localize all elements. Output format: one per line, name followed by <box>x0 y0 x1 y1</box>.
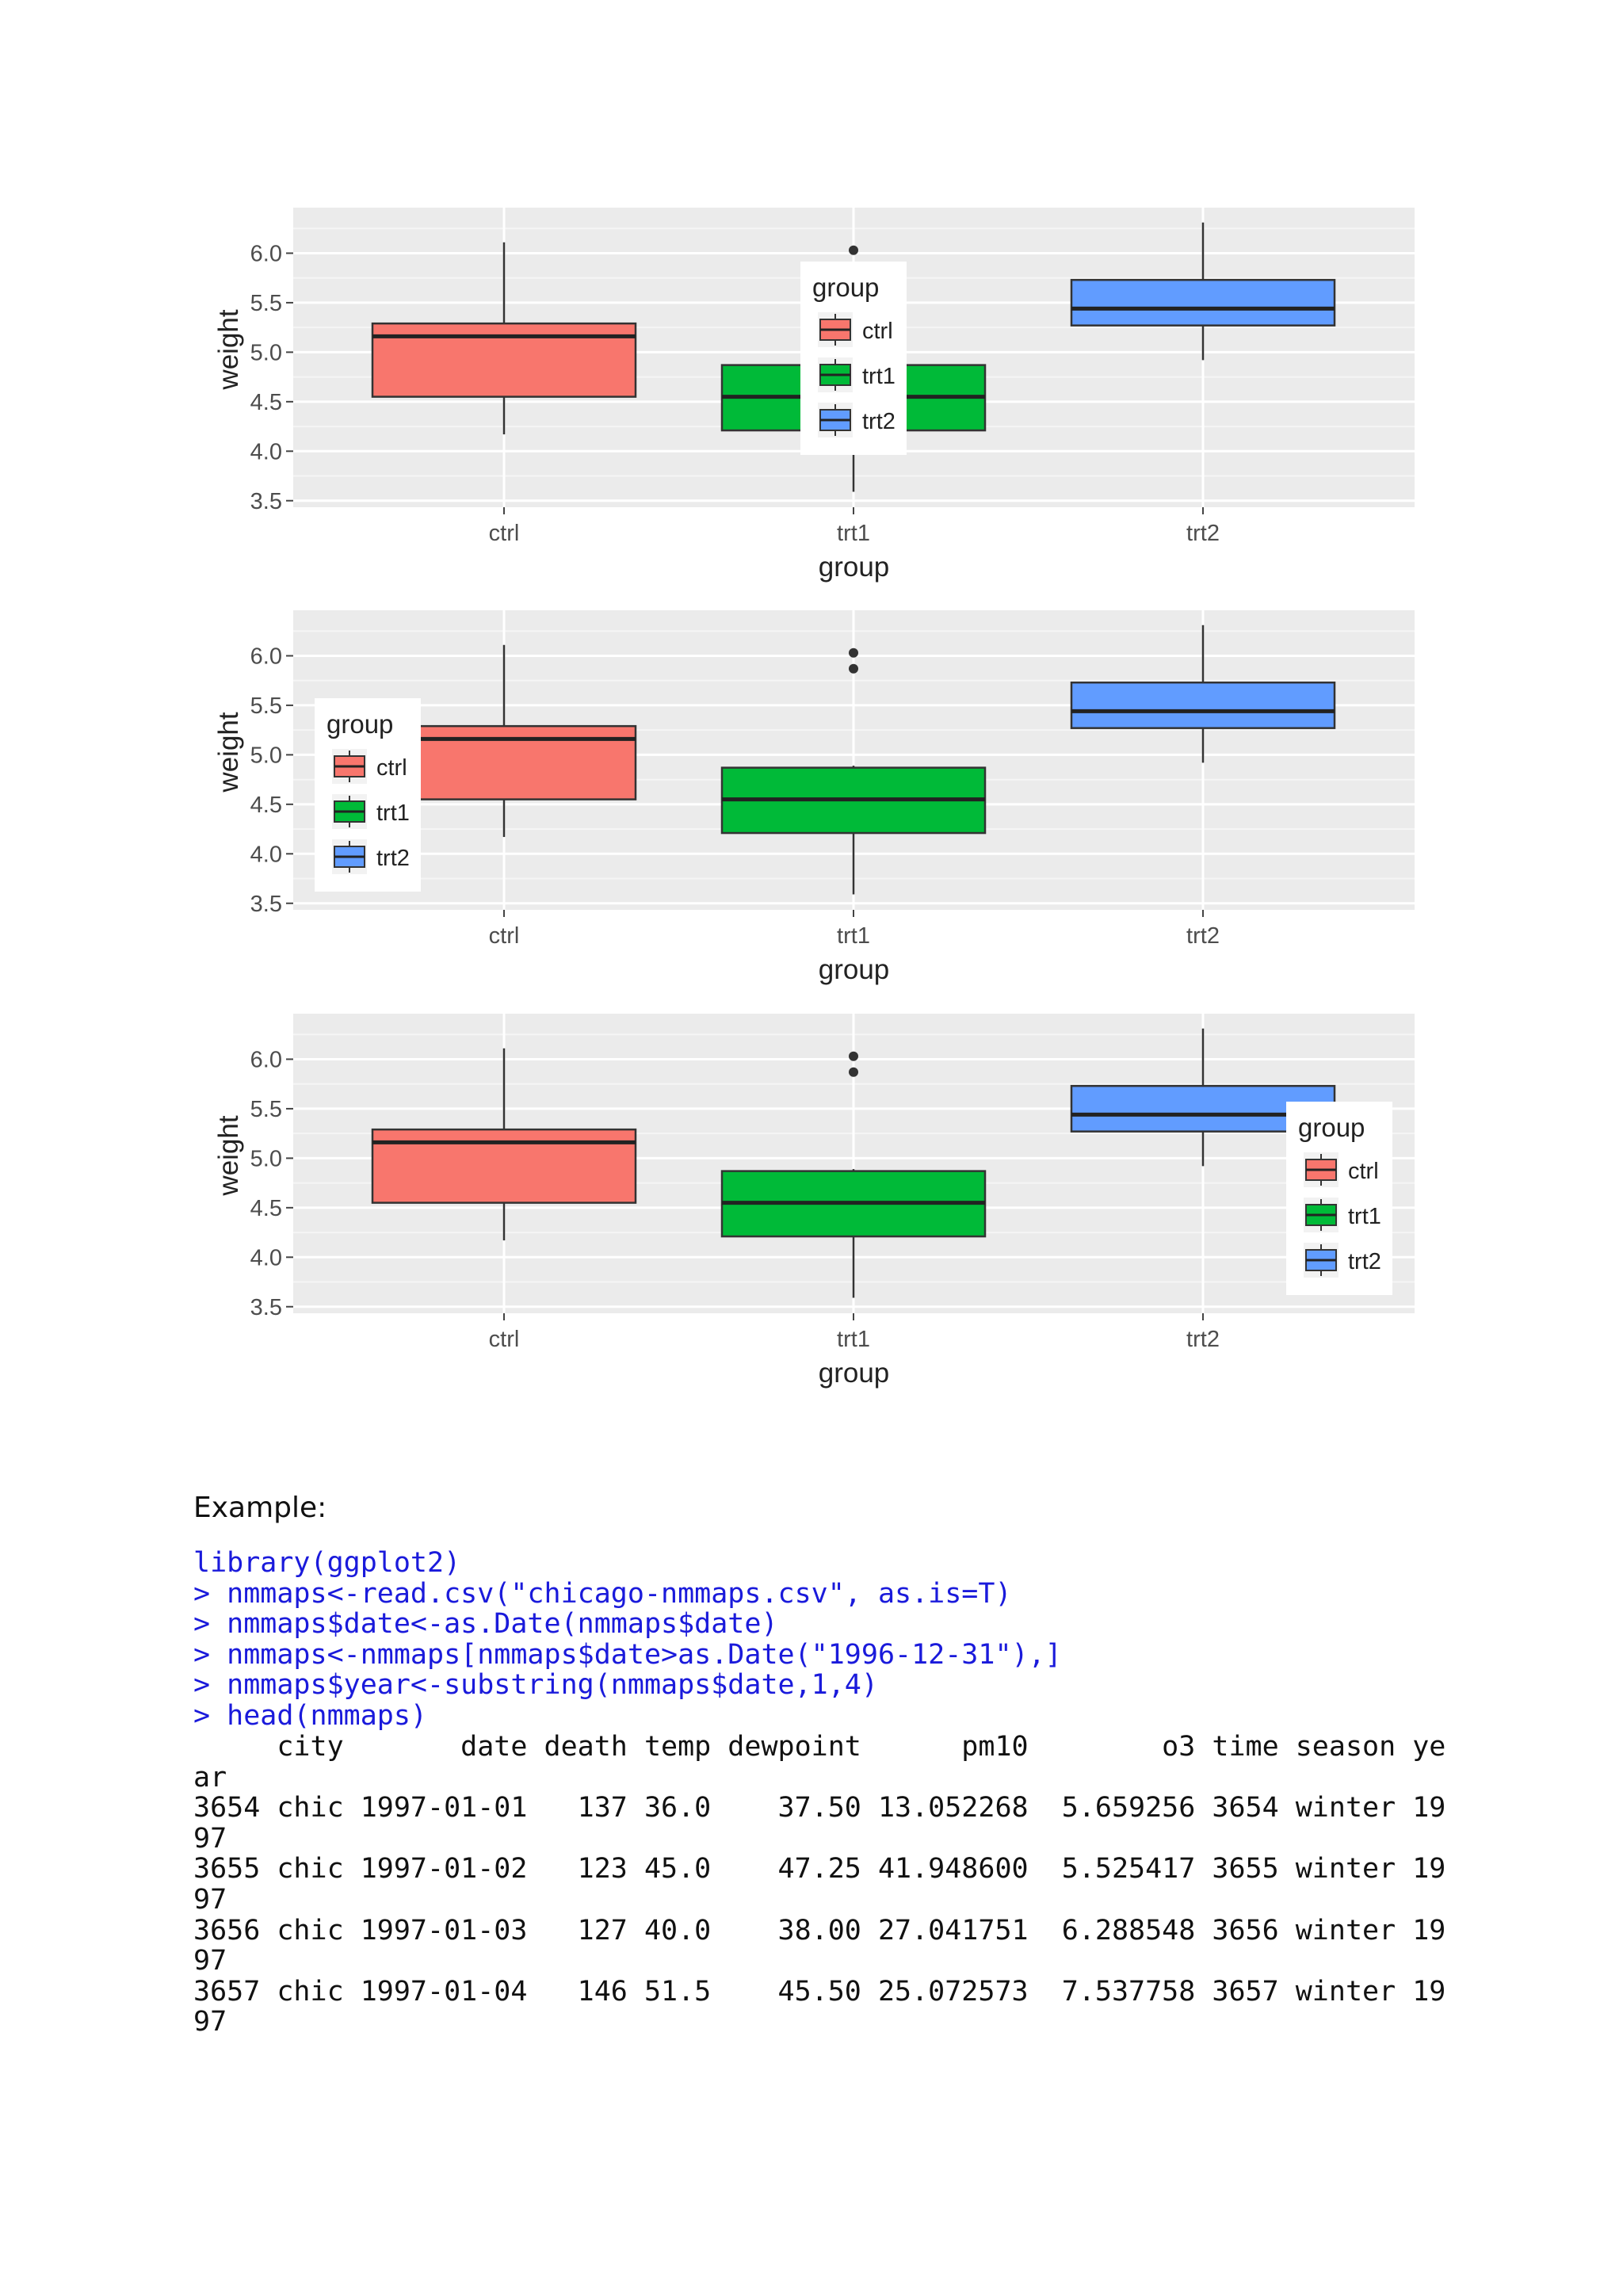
legend-item-label: ctrl <box>1348 1159 1379 1184</box>
x-tick-label: ctrl <box>489 1327 520 1352</box>
output-line: 97 <box>193 1945 227 1977</box>
legend-title: group <box>327 709 393 739</box>
output-line: 3657 chic 1997-01-04 146 51.5 45.50 25.0… <box>193 1975 1446 2008</box>
x-tick-label: trt2 <box>1186 1327 1220 1352</box>
y-tick-label: 6.0 <box>250 1047 282 1072</box>
code-line: > head(nmmaps) <box>193 1699 428 1732</box>
legend-item-label: trt1 <box>1348 1204 1381 1229</box>
output-line: 3655 chic 1997-01-02 123 45.0 47.25 41.9… <box>193 1853 1446 1885</box>
outlier-point <box>849 245 858 255</box>
box-trt2 <box>1070 278 1336 327</box>
y-tick-label: 3.5 <box>250 489 282 514</box>
outlier-point <box>849 1067 858 1077</box>
legend: group ctrl trt1 trt2 <box>315 698 421 892</box>
y-tick-label: 3.5 <box>250 892 282 917</box>
legend-title: group <box>812 273 879 302</box>
y-axis-title: weight <box>213 1115 244 1196</box>
code-line: > nmmaps<-nmmaps[nmmaps$date>as.Date("19… <box>193 1638 1062 1671</box>
y-tick-label: 4.5 <box>250 1196 282 1221</box>
y-tick-label: 3.5 <box>250 1295 282 1320</box>
output-line: 97 <box>193 1883 227 1916</box>
legend-item-label: ctrl <box>862 319 893 344</box>
legend: group ctrl trt1 trt2 <box>800 262 907 455</box>
legend-item-label: trt2 <box>1348 1249 1381 1274</box>
legend-item-label: trt1 <box>376 800 410 826</box>
boxplot-panel: 3.5 4.0 4.5 5.0 5.5 6.0 ctrl trt1 trt2 group weigh… <box>213 610 1415 985</box>
y-axis-title: weight <box>213 309 244 390</box>
y-tick-label: 5.5 <box>250 693 282 719</box>
y-axis-title: weight <box>213 712 244 793</box>
legend-item-label: ctrl <box>376 755 407 781</box>
legend-item-label: trt1 <box>862 364 896 389</box>
legend-title: group <box>1298 1113 1365 1142</box>
legend-item-label: trt2 <box>862 409 896 434</box>
boxplot-panel: 3.5 4.0 4.5 5.0 5.5 6.0 ctrl trt1 trt2 group weigh… <box>213 1014 1415 1389</box>
y-tick-label: 5.5 <box>250 291 282 316</box>
x-tick-label: ctrl <box>489 521 520 546</box>
x-tick-label: ctrl <box>489 923 520 949</box>
y-tick-label: 4.0 <box>250 1245 282 1270</box>
boxplot-panel: 3.5 4.0 4.5 5.0 5.5 6.0 ctrl trt1 trt2 group weigh… <box>213 208 1415 583</box>
outlier-point <box>849 663 858 674</box>
y-tick-label: 5.5 <box>250 1097 282 1122</box>
code-line: > nmmaps$date<-as.Date(nmmaps$date) <box>193 1608 778 1641</box>
y-tick-label: 4.0 <box>250 439 282 464</box>
x-tick-label: trt1 <box>837 521 870 546</box>
example-label: Example: <box>193 1492 327 1524</box>
x-axis-title: group <box>819 1358 890 1389</box>
y-tick-label: 5.0 <box>250 340 282 365</box>
r-code-block: library(ggplot2) > nmmaps<-read.csv("chic… <box>193 1548 1062 1732</box>
legend-item-label: trt2 <box>376 846 410 871</box>
y-tick-label: 4.0 <box>250 842 282 867</box>
y-tick-label: 6.0 <box>250 644 282 669</box>
code-line: > nmmaps<-read.csv("chicago-nmmaps.csv",… <box>193 1577 1012 1610</box>
x-tick-label: trt2 <box>1186 923 1220 949</box>
output-line: 97 <box>193 2006 227 2038</box>
x-tick-label: trt2 <box>1186 521 1220 546</box>
y-tick-label: 4.5 <box>250 390 282 415</box>
output-line: 3654 chic 1997-01-01 137 36.0 37.50 13.0… <box>193 1792 1446 1824</box>
x-axis-title: group <box>819 954 890 985</box>
outlier-point <box>849 648 858 658</box>
output-line: 97 <box>193 1822 227 1855</box>
boxplot-figures: 3.5 4.0 4.5 5.0 5.5 6.0 ctrl trt1 trt2 group weigh… <box>213 208 1415 1389</box>
code-line: library(ggplot2) <box>193 1547 461 1579</box>
box-trt2 <box>1070 681 1336 729</box>
output-line: ar <box>193 1761 227 1794</box>
r-output-table: city date death temp dewpoint pm10 o3 ti… <box>193 1732 1445 2038</box>
x-tick-label: trt1 <box>837 923 870 949</box>
y-tick-label: 5.0 <box>250 743 282 768</box>
y-tick-label: 5.0 <box>250 1146 282 1171</box>
y-tick-label: 6.0 <box>250 241 282 266</box>
outlier-point <box>849 1051 858 1061</box>
legend: group ctrl trt1 trt2 <box>1286 1102 1392 1295</box>
x-tick-label: trt1 <box>837 1327 870 1352</box>
y-tick-label: 4.5 <box>250 793 282 818</box>
code-line: > nmmaps$year<-substring(nmmaps$date,1,4… <box>193 1669 878 1702</box>
x-axis-title: group <box>819 552 890 583</box>
output-line: city date death temp dewpoint pm10 o3 ti… <box>193 1731 1446 1763</box>
output-line: 3656 chic 1997-01-03 127 40.0 38.00 27.0… <box>193 1914 1446 1946</box>
